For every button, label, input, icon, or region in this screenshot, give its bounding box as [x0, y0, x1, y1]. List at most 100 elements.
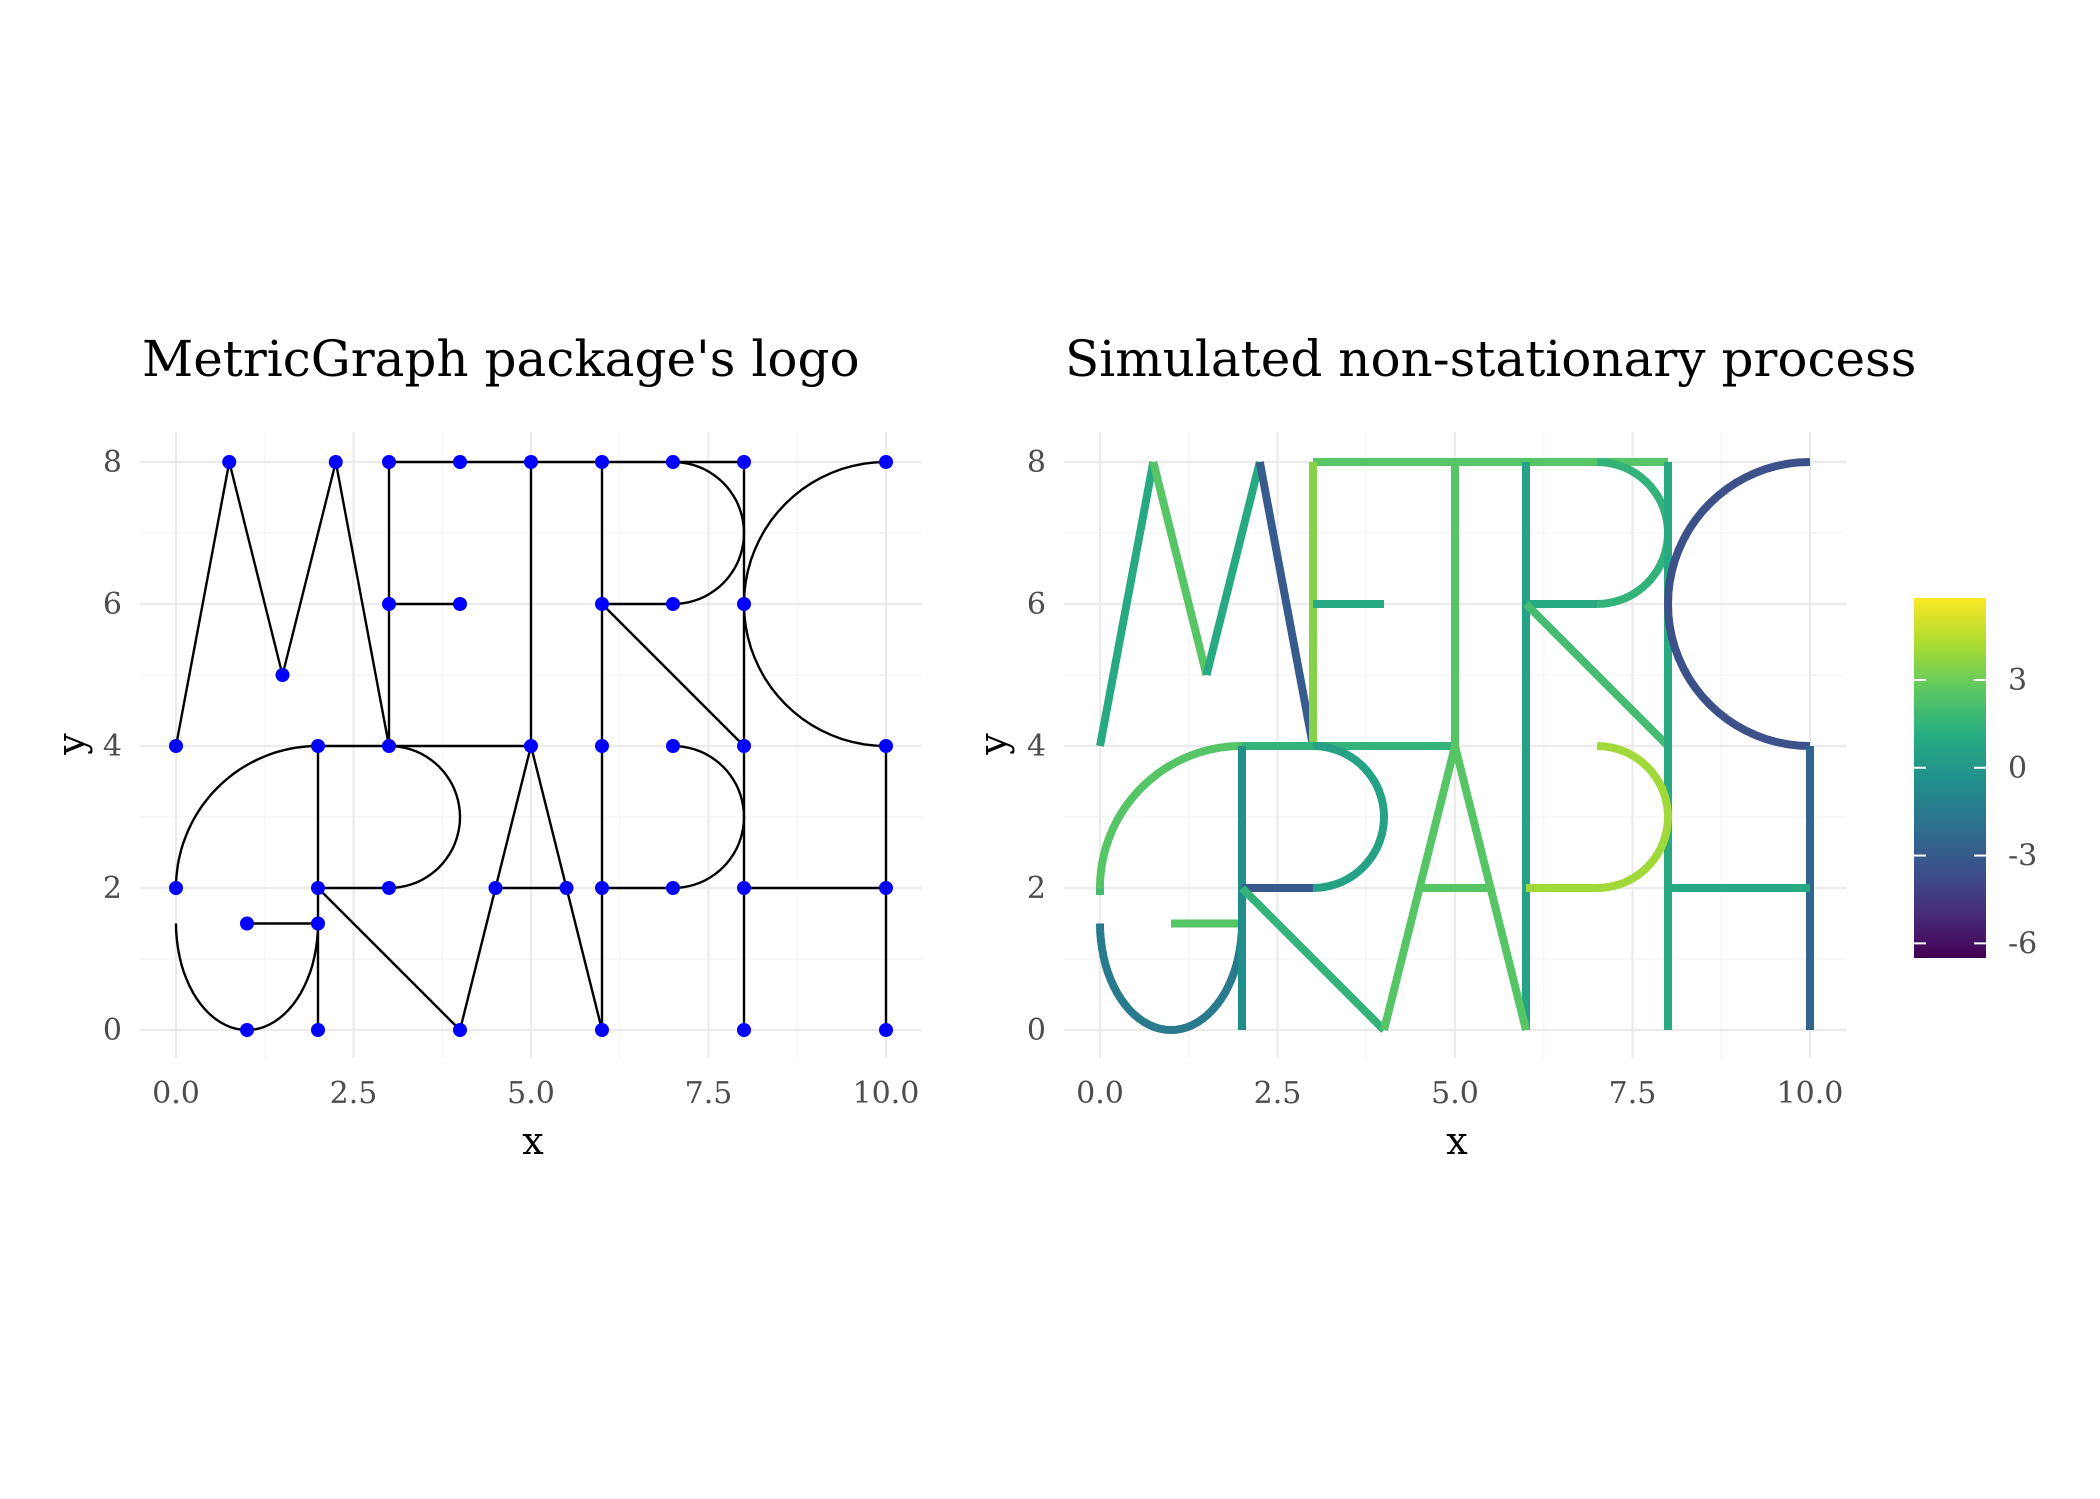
colorbar-ticks: 3 0 -3 -6 — [1914, 663, 2037, 961]
graph-vertex — [524, 739, 538, 753]
left-vertices — [169, 455, 893, 1037]
field-edge — [1202, 461, 1264, 676]
field-edge — [1096, 742, 1243, 889]
graph-edge — [601, 603, 745, 747]
graph-vertex — [737, 739, 751, 753]
field-edge — [1239, 885, 1387, 1033]
graph-vertex — [595, 739, 609, 753]
graph-vertex — [595, 1023, 609, 1037]
right-y-tick-label: 8 — [1027, 445, 1046, 480]
graph-edge — [281, 461, 337, 676]
right-y-tick-label: 4 — [1027, 729, 1046, 764]
graph-vertex — [169, 739, 183, 753]
graph-edge — [174, 461, 231, 747]
graph-vertex — [311, 739, 325, 753]
left-y-axis-title: y — [49, 733, 93, 756]
graph-vertex — [879, 739, 893, 753]
right-x-tick-label: 7.5 — [1609, 1076, 1657, 1111]
graph-vertex — [595, 455, 609, 469]
field-edge — [1596, 742, 1672, 892]
left-y-tick-label: 8 — [103, 445, 122, 480]
left-x-tick-label: 5.0 — [507, 1076, 555, 1111]
graph-vertex — [666, 739, 680, 753]
field-edge — [1523, 601, 1671, 749]
graph-vertex — [311, 1023, 325, 1037]
left-x-tick-label: 7.5 — [685, 1076, 733, 1111]
graph-vertex — [275, 668, 290, 682]
field-edge — [1149, 461, 1211, 676]
graph-vertex — [311, 881, 325, 895]
colorbar-tick-label: 0 — [2008, 751, 2027, 786]
right-y-axis-title: y — [971, 733, 1015, 756]
left-panel: MetricGraph package's logo 0.0 2.5 5.0 7.5 1… — [49, 330, 922, 1163]
right-x-tick-labels: 0.0 2.5 5.0 7.5 10.0 — [1076, 1076, 1843, 1111]
graph-vertex — [453, 455, 467, 469]
left-x-axis-title: x — [522, 1119, 543, 1163]
left-x-tick-label: 10.0 — [853, 1076, 920, 1111]
graph-vertex — [382, 739, 396, 753]
graph-edge — [672, 744, 746, 890]
graph-vertex — [453, 1023, 467, 1037]
left-y-tick-label: 2 — [103, 871, 122, 906]
graph-edge — [228, 461, 284, 676]
left-x-tick-label: 2.5 — [330, 1076, 378, 1111]
left-y-tick-label: 6 — [103, 587, 122, 622]
colorbar-tick-label: -3 — [2008, 839, 2037, 874]
right-x-tick-label: 0.0 — [1076, 1076, 1124, 1111]
field-edge — [1664, 458, 1811, 750]
right-field-edges — [1096, 458, 1814, 1034]
graph-vertex — [595, 597, 609, 611]
graph-vertex — [524, 455, 538, 469]
graph-vertex — [328, 455, 343, 469]
right-x-tick-label: 5.0 — [1431, 1076, 1479, 1111]
left-y-tick-label: 4 — [103, 729, 122, 764]
right-panel: Simulated non-stationary process 0.0 2.5 5… — [971, 330, 1916, 1163]
right-y-tick-label: 0 — [1027, 1013, 1046, 1048]
left-x-tick-label: 0.0 — [152, 1076, 200, 1111]
left-edges — [174, 460, 888, 1032]
graph-vertex — [879, 1023, 893, 1037]
graph-vertex — [240, 916, 254, 931]
field-edge — [1255, 461, 1317, 747]
field-edge — [1096, 461, 1158, 747]
color-legend: 3 0 -3 -6 — [1914, 598, 2037, 961]
right-y-tick-label: 6 — [1027, 587, 1046, 622]
right-x-tick-label: 2.5 — [1254, 1076, 1302, 1111]
graph-vertex — [737, 1023, 751, 1037]
graph-edge — [334, 461, 391, 747]
graph-vertex — [382, 597, 396, 611]
left-chart-title: MetricGraph package's logo — [142, 330, 860, 388]
right-y-tick-labels: 0 2 4 6 8 — [1027, 445, 1046, 1048]
graph-vertex — [879, 881, 893, 895]
graph-vertex — [666, 881, 680, 895]
graph-vertex — [737, 597, 751, 611]
colorbar — [1914, 598, 1986, 958]
graph-vertex — [666, 455, 680, 469]
colorbar-tick-label: 3 — [2008, 663, 2027, 698]
graph-vertex — [222, 455, 237, 469]
graph-edge — [174, 744, 319, 889]
graph-vertex — [382, 455, 396, 469]
right-x-tick-label: 10.0 — [1777, 1076, 1844, 1111]
graph-vertex — [382, 881, 396, 895]
right-x-axis-title: x — [1446, 1119, 1467, 1163]
graph-vertex — [737, 881, 751, 895]
graph-edge — [317, 887, 461, 1031]
right-chart-title: Simulated non-stationary process — [1065, 330, 1916, 388]
graph-vertex — [240, 1023, 254, 1037]
graph-vertex — [595, 881, 609, 895]
colorbar-tick-label: -6 — [2008, 926, 2037, 961]
graph-vertex — [879, 455, 893, 469]
graph-vertex — [311, 916, 325, 931]
field-edge — [1096, 923, 1246, 1034]
graph-vertex — [488, 881, 503, 895]
left-y-tick-label: 0 — [103, 1013, 122, 1048]
graph-vertex — [666, 597, 680, 611]
graph-vertex — [453, 597, 467, 611]
graph-edge — [388, 744, 462, 890]
right-y-tick-label: 2 — [1027, 871, 1046, 906]
left-x-tick-labels: 0.0 2.5 5.0 7.5 10.0 — [152, 1076, 919, 1111]
graph-vertex — [169, 881, 183, 895]
graph-vertex — [737, 455, 751, 469]
